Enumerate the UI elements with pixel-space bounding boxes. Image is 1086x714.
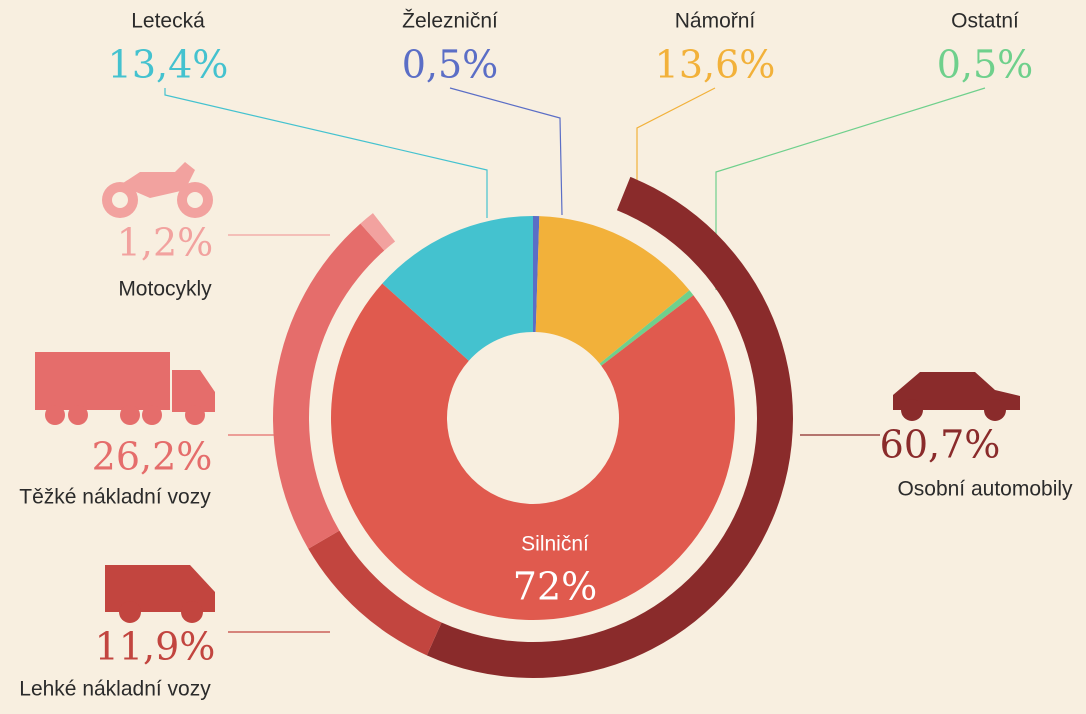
segment [360, 213, 396, 251]
category-label: Ostatní [951, 10, 1019, 33]
segment [535, 216, 690, 364]
value-label: 13,6% [655, 43, 776, 87]
category-label: Silniční [521, 533, 589, 556]
category-label: Osobní automobily [897, 478, 1073, 501]
leader [715, 87, 986, 290]
category-label: Železniční [402, 10, 498, 33]
category-label: Lehké nákladní vozy [19, 678, 211, 701]
leader [449, 87, 563, 216]
category-label: Námořní [675, 10, 756, 33]
value-label: 72% [513, 565, 597, 609]
segment [330, 283, 735, 621]
segment [533, 216, 540, 333]
value-label: 60,7% [880, 423, 1001, 467]
category-label: Letecká [131, 10, 205, 33]
segment [599, 290, 694, 366]
leader [164, 88, 488, 218]
icon-truck [35, 352, 215, 425]
value-label: 26,2% [92, 435, 213, 479]
value-label: 0,5% [937, 43, 1034, 87]
value-label: 1,2% [117, 221, 214, 265]
value-label: 0,5% [402, 43, 499, 87]
segment [273, 223, 385, 549]
category-label: Těžké nákladní vozy [19, 486, 211, 509]
icon-car [893, 372, 1020, 421]
value-label: 11,9% [95, 625, 216, 669]
value-label: 13,4% [108, 43, 229, 87]
segment [308, 530, 442, 656]
icon-motorcycle [102, 162, 213, 218]
icon-van [105, 565, 215, 623]
category-label: Motocykly [118, 278, 212, 301]
segment [382, 216, 533, 361]
